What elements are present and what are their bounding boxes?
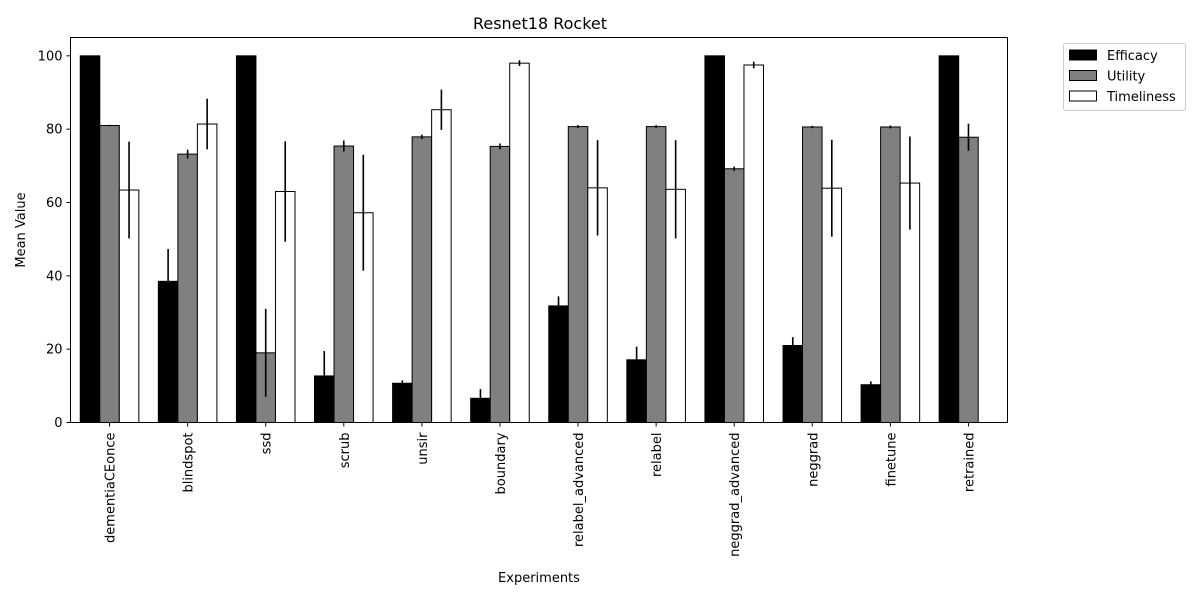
x-tick-label-ssd: ssd [260, 433, 275, 455]
legend-swatch-efficacy [1069, 49, 1097, 61]
legend-swatch-timeliness [1069, 90, 1097, 102]
bar-efficacy-neggrad [782, 345, 804, 423]
bar-timeliness-boundary [509, 62, 530, 424]
bars-layer [79, 55, 979, 424]
x-tick-label-retrained: retrained [962, 433, 977, 493]
x-tick-label-neggrad-advanced: neggrad_advanced [728, 433, 743, 557]
y-axis-label: Mean Value [14, 192, 29, 267]
bar-efficacy-ssd [235, 55, 257, 423]
bar-utility-relabel-advanced [567, 126, 589, 423]
x-tick-label-blindspot: blindspot [182, 433, 197, 493]
x-tick-label-finetune: finetune [884, 432, 899, 486]
y-tick-label-80: 80 [46, 123, 63, 138]
y-tick-label-40: 40 [46, 269, 63, 284]
bar-utility-unsir [411, 136, 433, 423]
bar-utility-dementiaceonce [99, 125, 120, 423]
bar-efficacy-dementiaceonce [79, 55, 101, 423]
bar-utility-retrained [958, 136, 979, 423]
y-axis: 0 20 40 60 80 100 [38, 49, 71, 431]
x-tick-label-neggrad: neggrad [806, 433, 821, 487]
bar-efficacy-neggrad-advanced [704, 55, 725, 423]
bar-utility-finetune [880, 126, 901, 423]
bar-utility-neggrad-advanced [723, 168, 745, 423]
x-tick-label-unsir: unsir [416, 432, 431, 465]
legend-label-utility: Utility [1107, 70, 1146, 85]
plot-area-frame [70, 37, 1008, 423]
bar-utility-neggrad [802, 126, 823, 423]
x-axis-label: Experiments [498, 571, 580, 586]
y-tick-label-100: 100 [38, 49, 63, 64]
bar-timeliness-unsir [431, 109, 452, 423]
error-bars-layer [108, 60, 970, 408]
bar-timeliness-neggrad-advanced [743, 64, 764, 423]
bar-efficacy-unsir [392, 382, 413, 423]
y-tick-label-60: 60 [46, 196, 63, 211]
legend-label-timeliness: Timeliness [1106, 90, 1176, 105]
y-tick-label-0: 0 [54, 416, 62, 431]
x-tick-label-scrub: scrub [338, 433, 353, 469]
x-tick-label-relabel: relabel [650, 433, 665, 478]
chart-title: Resnet18 Rocket [473, 14, 607, 33]
x-tick-label-dementiaceonce: dementiaCEonce [104, 433, 119, 543]
legend-swatch-utility [1069, 70, 1097, 81]
y-tick-label-20: 20 [46, 343, 63, 358]
legend: Efficacy Utility Timeliness [1063, 43, 1186, 111]
legend-label-efficacy: Efficacy [1107, 49, 1158, 64]
bar-utility-relabel [645, 126, 667, 423]
x-tick-label-relabel-advanced: relabel_advanced [572, 433, 587, 548]
bar-efficacy-relabel-advanced [548, 305, 569, 423]
bar-utility-scrub [333, 145, 355, 424]
bar-efficacy-retrained [938, 55, 960, 423]
x-axis: dementiaCEonce blindspot ssd scrub unsir boun… [104, 422, 977, 557]
bar-efficacy-finetune [860, 384, 882, 424]
x-tick-label-boundary: boundary [494, 432, 509, 494]
bar-utility-blindspot [177, 153, 198, 423]
bar-utility-boundary [489, 145, 511, 423]
bar-timeliness-blindspot [196, 123, 218, 424]
